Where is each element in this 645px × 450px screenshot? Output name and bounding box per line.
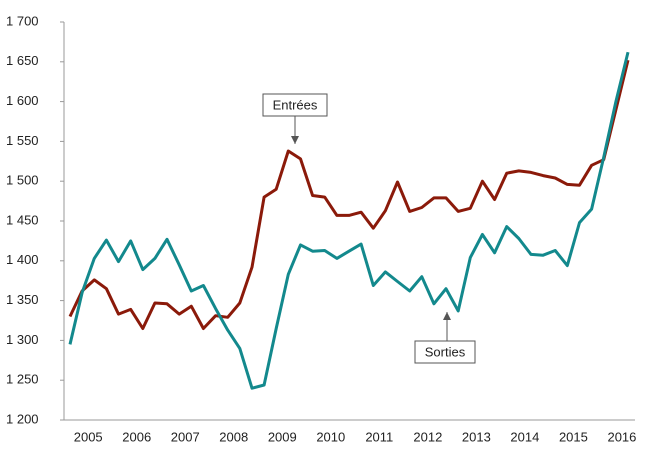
x-tick-label: 2013 <box>462 429 491 444</box>
x-tick-label: 2006 <box>122 429 151 444</box>
y-tick-label: 1 600 <box>6 93 39 108</box>
y-tick-label: 1 400 <box>6 252 39 267</box>
y-tick-label: 1 450 <box>6 212 39 227</box>
x-tick-label: 2007 <box>171 429 200 444</box>
callout: Entrées <box>262 93 328 144</box>
y-tick-label: 1 250 <box>6 372 39 387</box>
y-tick-label: 1 700 <box>6 13 39 28</box>
y-tick-label: 1 650 <box>6 53 39 68</box>
x-tick-label: 2012 <box>413 429 442 444</box>
line-series <box>68 59 630 330</box>
line-series <box>68 51 630 390</box>
x-tick-label: 2010 <box>316 429 345 444</box>
x-tick-label: 2005 <box>74 429 103 444</box>
legend-label: Entrées <box>273 97 318 112</box>
x-tick-label: 2008 <box>219 429 248 444</box>
callout: Sorties <box>414 312 476 364</box>
arrow-head <box>291 136 299 144</box>
y-tick-label: 1 350 <box>6 292 39 307</box>
callout-box <box>262 93 328 117</box>
x-tick-label: 2015 <box>559 429 588 444</box>
y-tick-label: 1 550 <box>6 133 39 148</box>
x-tick-label: 2014 <box>510 429 539 444</box>
x-tick-label: 2016 <box>607 429 636 444</box>
y-tick-label: 1 200 <box>6 411 39 426</box>
y-tick-label: 1 300 <box>6 332 39 347</box>
x-tick-label: 2011 <box>365 429 393 444</box>
legend-label: Sorties <box>425 344 466 359</box>
callout-box <box>414 340 476 364</box>
y-tick-label: 1 500 <box>6 173 39 188</box>
arrow-head <box>443 312 451 320</box>
x-tick-label: 2009 <box>268 429 297 444</box>
